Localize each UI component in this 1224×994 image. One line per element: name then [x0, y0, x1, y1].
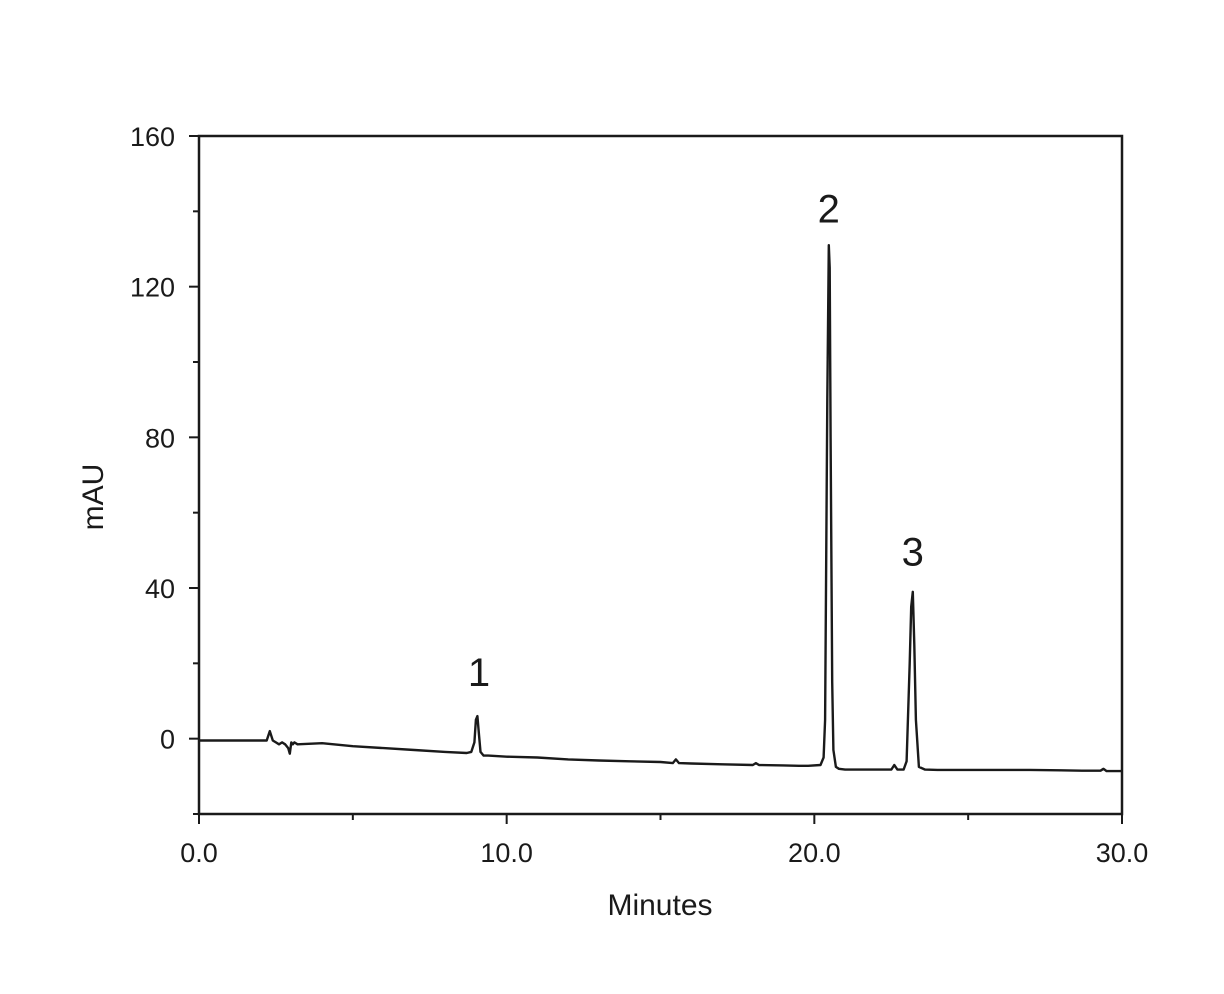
series-group: [199, 243, 1122, 773]
peak-annotations: 1 2 3: [468, 188, 924, 695]
x-tick-label: 10.0: [480, 838, 533, 868]
axes: 0.0 10.0 20.0 30.0 0 40 80 120 160: [130, 122, 1148, 868]
y-tick-label: 40: [145, 574, 175, 604]
peak-label: 1: [468, 651, 490, 695]
x-tick-label: 0.0: [180, 838, 218, 868]
x-axis-title: Minutes: [607, 889, 712, 922]
y-tick-label: 160: [130, 122, 175, 152]
series-line: [199, 243, 1122, 773]
y-tick-label: 0: [160, 725, 175, 755]
peak-label: 2: [818, 188, 840, 232]
y-axis-title: mAU: [77, 464, 110, 531]
x-tick-label: 30.0: [1096, 838, 1149, 868]
y-tick-label: 120: [130, 273, 175, 303]
peak-label: 3: [902, 530, 924, 574]
plot-frame: [197, 134, 1124, 816]
y-tick-label: 80: [145, 423, 175, 453]
x-tick-label: 20.0: [788, 838, 841, 868]
